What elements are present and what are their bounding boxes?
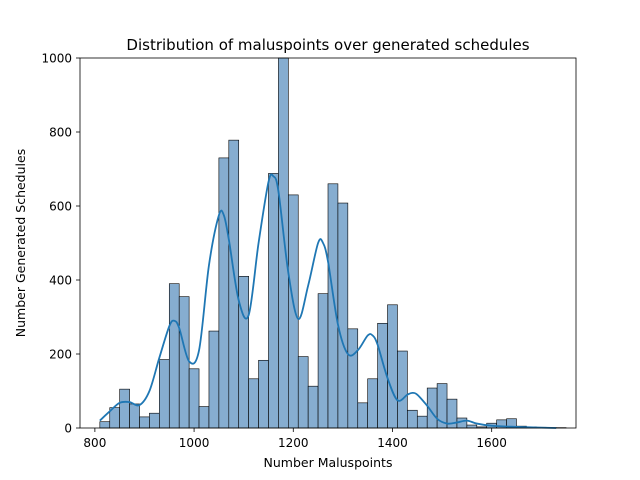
histogram-bar xyxy=(139,416,150,429)
histogram-bar xyxy=(119,388,130,429)
x-tick-label: 1400 xyxy=(377,436,408,450)
histogram-bar xyxy=(317,293,329,429)
x-axis: 800 1000 1200 1400 1600 xyxy=(83,428,507,450)
histogram-bar xyxy=(347,328,359,429)
histogram-bar xyxy=(268,173,279,429)
y-tick-label: 400 xyxy=(49,274,72,288)
histogram-bar xyxy=(208,330,220,429)
y-axis: 0 200 400 600 800 1000 xyxy=(41,52,80,436)
histogram-bar xyxy=(168,283,180,429)
x-tick-label: 1000 xyxy=(179,436,210,450)
y-tick-label: 200 xyxy=(49,348,72,362)
plot-frame xyxy=(79,57,577,429)
histogram-bar xyxy=(357,402,368,429)
x-axis-label: Number Maluspoints xyxy=(264,455,393,470)
histogram-bar xyxy=(159,359,170,429)
histogram-bar xyxy=(416,415,428,429)
y-tick-label: 1000 xyxy=(41,52,72,66)
histogram-bar xyxy=(258,359,269,429)
histogram-bar xyxy=(297,356,309,429)
histogram-bar xyxy=(367,378,378,429)
histogram-bar xyxy=(228,139,240,429)
histogram-bar xyxy=(218,157,230,429)
chart-title: Distribution of maluspoints over generat… xyxy=(126,36,529,54)
y-axis-label: Number Generated Schedules xyxy=(13,149,28,337)
y-tick-label: 600 xyxy=(49,200,72,214)
histogram-bar xyxy=(288,194,299,429)
histogram-bar xyxy=(337,202,349,429)
histogram-bar xyxy=(129,403,140,429)
histogram-bar xyxy=(178,296,190,429)
histogram-bar xyxy=(387,304,398,429)
histogram-bar xyxy=(188,368,200,429)
histogram-bar xyxy=(99,421,111,429)
histogram-bar xyxy=(248,378,259,429)
x-tick-label: 1600 xyxy=(476,436,507,450)
y-tick-label: 800 xyxy=(49,126,72,140)
x-tick-label: 800 xyxy=(83,436,106,450)
histogram-bar xyxy=(238,275,249,429)
histogram-bar xyxy=(407,409,418,429)
y-tick-label: 0 xyxy=(64,422,72,436)
histogram-bar xyxy=(327,183,339,429)
x-tick-label: 1200 xyxy=(278,436,309,450)
histogram-bars xyxy=(99,57,567,429)
histogram-bar xyxy=(278,57,289,429)
histogram-bar xyxy=(149,412,160,429)
kde-curve xyxy=(99,173,557,429)
histogram-bar xyxy=(198,406,210,429)
histogram-bar xyxy=(307,385,319,429)
histogram-bar xyxy=(397,350,408,429)
histogram-bar xyxy=(466,424,478,429)
